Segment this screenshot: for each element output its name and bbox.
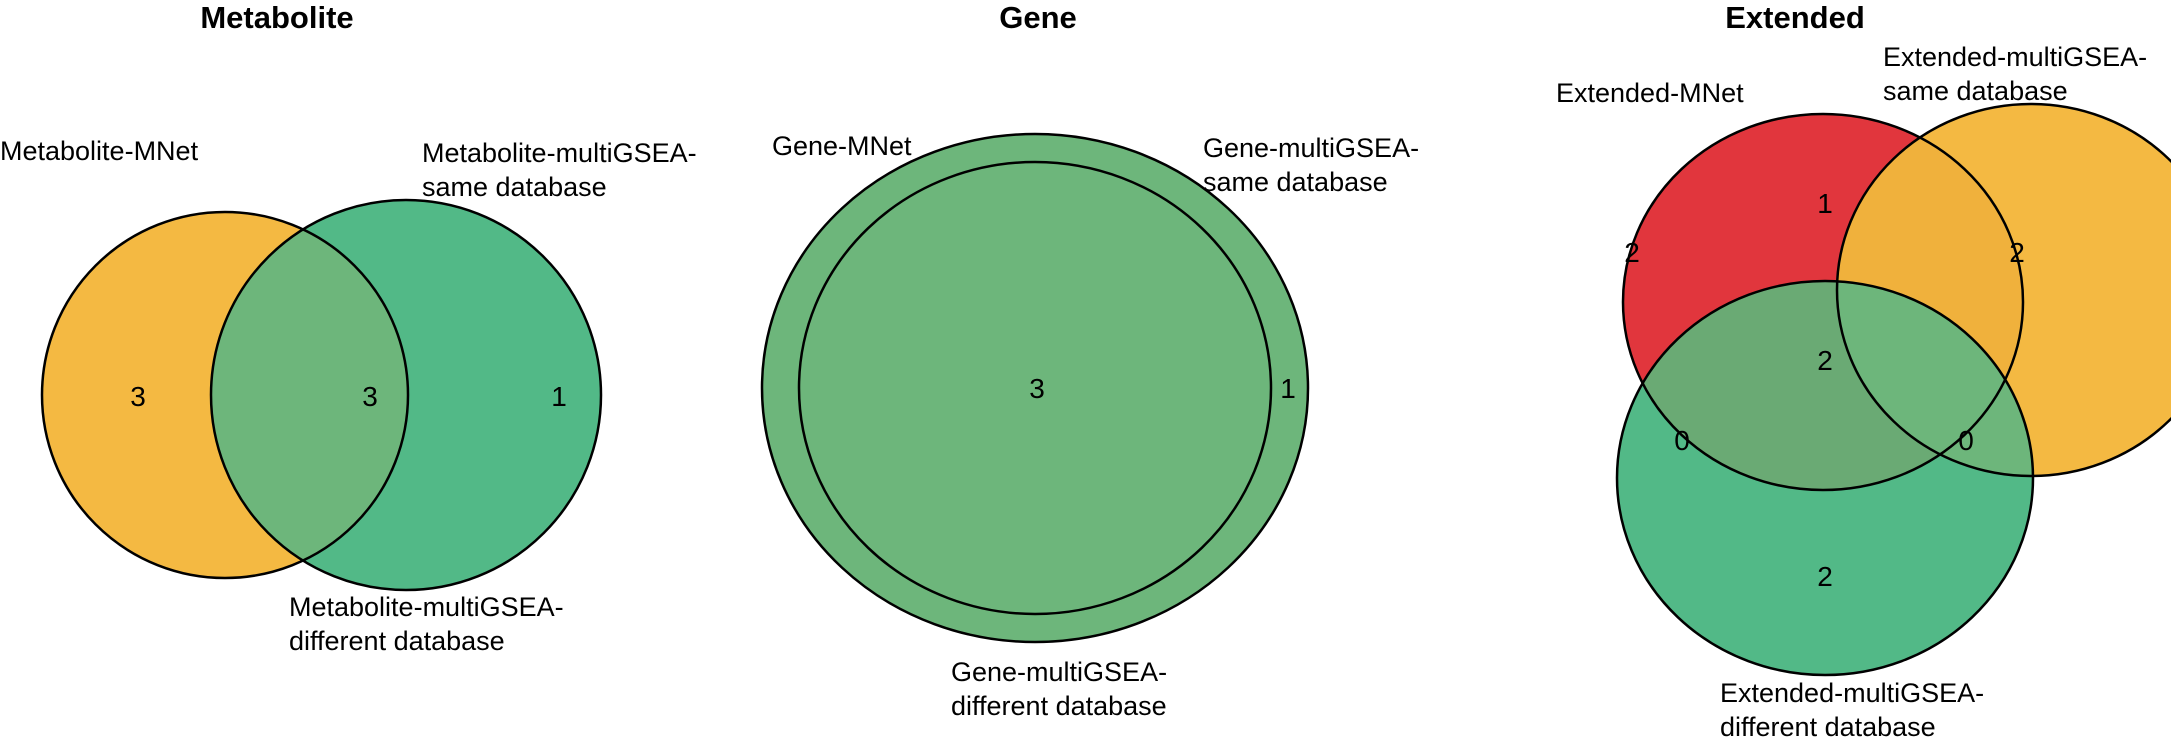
extended-same-db-label-line2: same database [1883,76,2068,106]
gene-outer-outline [760,132,1310,644]
extended-same-db-outline [1835,102,2171,478]
extended-same-db-diff-db-count: 0 [1958,425,1974,456]
extended-all-three-count: 2 [1817,345,1833,376]
metabolite-same-db-label-line2: same database [422,172,607,202]
metabolite-same-db-label-line1: Metabolite-multiGSEA- [422,138,697,168]
metabolite-diff-db-label-line2: different database [289,626,505,656]
gene-inner-outline [797,160,1273,616]
metabolite-overlap-count: 3 [362,381,378,412]
extended-mnet-same-db-count: 1 [1817,188,1833,219]
metabolite-diff-db-label-line1: Metabolite-multiGSEA- [289,592,564,622]
extended-mnet-only-count: 2 [1624,237,1640,268]
extended-diff-db-only-count: 2 [1817,561,1833,592]
gene-same-db-label-line1: Gene-multiGSEA- [1203,133,1419,163]
gene-diff-db-label-line1: Gene-multiGSEA- [951,657,1167,687]
extended-diff-db-outline [1615,279,2035,677]
metabolite-overlap-region [211,212,408,578]
gene-panel-title: Gene [999,0,1077,35]
metabolite-same-db-outline [209,198,603,592]
extended-diff-db-label-line1: Extended-multiGSEA- [1720,678,1984,708]
gene-outer-set [762,134,1308,642]
gene-outer-ring-count: 1 [1280,373,1296,404]
extended-same-db-diff-db-overlap [1837,281,2033,476]
extended-same-db-only-count: 2 [2009,237,2025,268]
metabolite-same-db-only-count: 1 [551,381,567,412]
metabolite-mnet-label: Metabolite-MNet [0,136,199,166]
extended-mnet-label: Extended-MNet [1556,78,1744,108]
gene-mnet-label: Gene-MNet [772,131,912,161]
gene-same-db-label-line2: same database [1203,167,1388,197]
extended-mnet-diff-db-count: 0 [1674,425,1690,456]
gene-inner-count: 3 [1029,373,1045,404]
extended-venn-panel: Extended Extended-MNet Extended-multiGSE… [1556,0,2171,742]
metabolite-panel-title: Metabolite [200,0,353,35]
extended-panel-title: Extended [1725,0,1865,35]
metabolite-mnet-outline [40,210,410,580]
gene-venn-panel: Gene Gene-MNet Gene-multiGSEA- same data… [760,0,1419,721]
extended-diff-db-label-line2: different database [1720,712,1936,742]
extended-mnet-outline [1621,112,2025,492]
gene-diff-db-label-line2: different database [951,691,1167,721]
metabolite-venn-panel: Metabolite Metabolite-MNet Metabolite-mu… [0,0,697,656]
extended-same-db-label-line1: Extended-multiGSEA- [1883,42,2147,72]
metabolite-mnet-only-count: 3 [130,381,146,412]
